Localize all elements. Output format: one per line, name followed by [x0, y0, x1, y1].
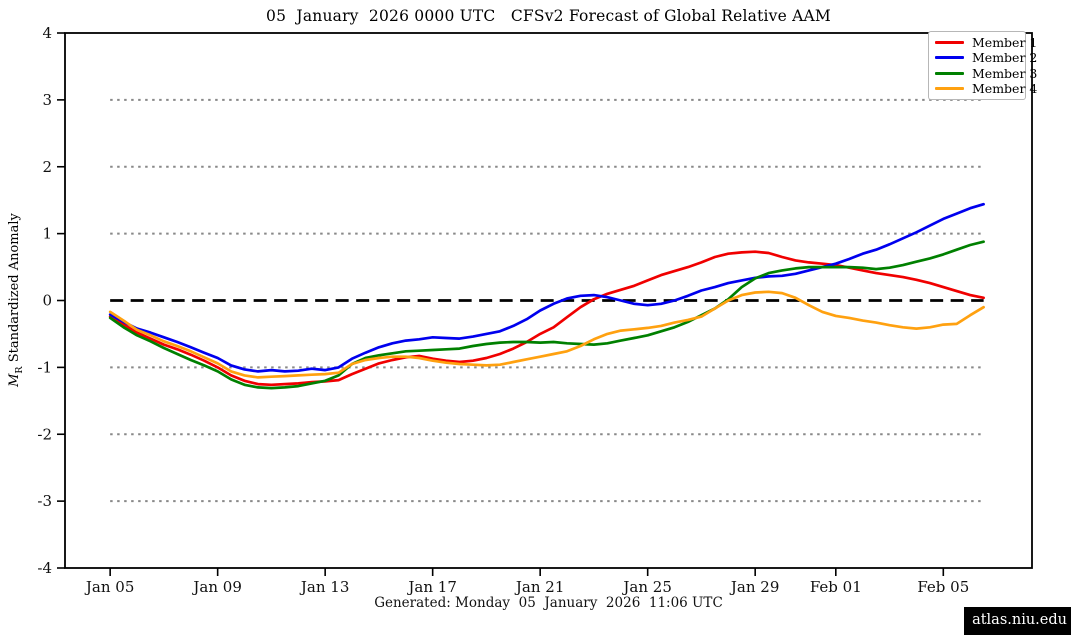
x-tick-label: Jan 25 — [621, 578, 671, 596]
series-line-member-1 — [108, 250, 985, 387]
member-4-line-swatch-icon — [935, 87, 964, 91]
legend-label-member-2: Member 2 — [972, 50, 1038, 66]
y-tick-label: -3 — [37, 492, 52, 510]
series-line-member-2 — [108, 202, 985, 373]
x-tick-label: Jan 05 — [84, 578, 134, 596]
x-tick-label: Jan 17 — [406, 578, 456, 596]
x-tick-label: Jan 09 — [191, 578, 241, 596]
y-tick-label: -1 — [37, 358, 52, 376]
series-line-member-3 — [108, 240, 985, 390]
member-3-line-swatch-icon — [935, 71, 964, 75]
y-tick-label: 2 — [42, 158, 52, 176]
x-tick-label: Feb 01 — [810, 578, 862, 596]
x-tick-label: Jan 29 — [729, 578, 779, 596]
legend-item-member-4: Member 4 — [935, 81, 1037, 96]
x-tick-label: Jan 21 — [514, 578, 564, 596]
generated-timestamp: Generated: Monday 05 January 2026 11:06 … — [374, 595, 723, 611]
member-1-line-swatch-icon — [935, 40, 964, 44]
y-tick-label: 3 — [42, 91, 52, 109]
x-tick-label: Jan 13 — [299, 578, 349, 596]
legend-item-member-2: Member 2 — [935, 50, 1037, 65]
y-tick-label: 1 — [42, 225, 52, 243]
series-line-member-4 — [108, 290, 985, 379]
y-tick-label: -2 — [37, 425, 52, 443]
y-tick-label: 4 — [42, 24, 52, 42]
legend-item-member-1: Member 1 — [935, 35, 1037, 50]
legend-label-member-3: Member 3 — [972, 65, 1038, 81]
y-tick-label: 0 — [42, 292, 52, 310]
legend-label-member-4: Member 4 — [972, 81, 1038, 97]
member-2-line-swatch-icon — [935, 56, 964, 60]
atlas-niu-edu-badge: atlas.niu.edu — [964, 607, 1071, 635]
legend-item-member-3: Member 3 — [935, 66, 1037, 81]
x-tick-label: Feb 05 — [917, 578, 969, 596]
chart-title: 05 January 2026 0000 UTC CFSv2 Forecast … — [266, 7, 831, 25]
legend: Member 1 Member 2 Member 3 Member 4 — [928, 31, 1037, 100]
legend-label-member-1: Member 1 — [972, 34, 1038, 50]
y-tick-label: -4 — [37, 559, 52, 577]
